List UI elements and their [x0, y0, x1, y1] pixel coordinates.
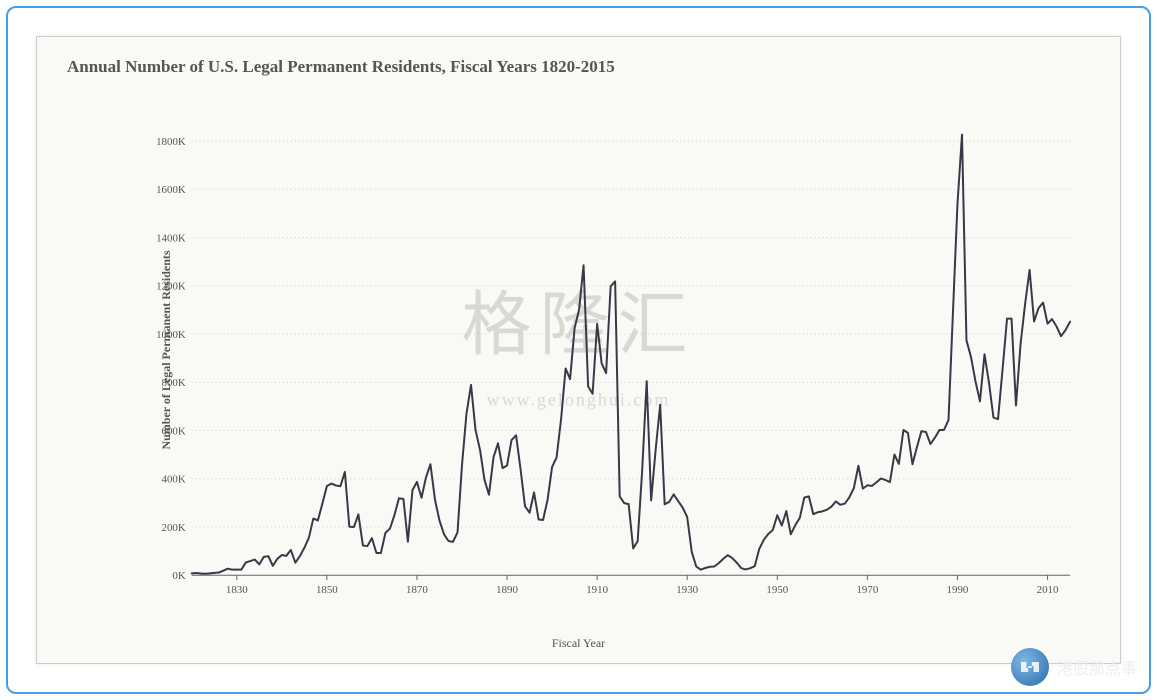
svg-text:1970: 1970 — [856, 584, 878, 596]
svg-text:1600K: 1600K — [157, 184, 186, 196]
chart-title: Annual Number of U.S. Legal Permanent Re… — [67, 57, 615, 77]
plot-area: 0K 200K 400K 600K 800K 1000K 1200K 1400K 1600K 18… — [157, 107, 1080, 603]
line-chart-svg: 0K 200K 400K 600K 800K 1000K 1200K 1400K 1600K 18… — [157, 107, 1080, 603]
x-axis-label: Fiscal Year — [552, 636, 605, 651]
badge-icon — [1011, 648, 1049, 686]
svg-text:1800K: 1800K — [157, 136, 186, 148]
outer-frame: Annual Number of U.S. Legal Permanent Re… — [6, 6, 1151, 694]
svg-text:600K: 600K — [162, 425, 186, 437]
source-badge: 港股那点事 — [1011, 648, 1137, 686]
svg-text:1850: 1850 — [316, 584, 338, 596]
chart-panel: Annual Number of U.S. Legal Permanent Re… — [36, 36, 1121, 664]
svg-text:800K: 800K — [162, 377, 186, 389]
svg-text:1400K: 1400K — [157, 232, 186, 244]
svg-text:200K: 200K — [162, 522, 186, 534]
svg-text:1910: 1910 — [586, 584, 608, 596]
svg-text:1890: 1890 — [496, 584, 518, 596]
svg-text:1200K: 1200K — [157, 281, 186, 293]
svg-text:1950: 1950 — [766, 584, 788, 596]
svg-text:400K: 400K — [162, 474, 186, 486]
svg-text:1990: 1990 — [947, 584, 969, 596]
badge-text: 港股那点事 — [1057, 655, 1137, 679]
svg-text:0K: 0K — [172, 570, 185, 582]
svg-text:2010: 2010 — [1037, 584, 1059, 596]
svg-text:1870: 1870 — [406, 584, 428, 596]
svg-text:1930: 1930 — [676, 584, 698, 596]
svg-text:1830: 1830 — [226, 584, 248, 596]
svg-text:1000K: 1000K — [157, 329, 186, 341]
